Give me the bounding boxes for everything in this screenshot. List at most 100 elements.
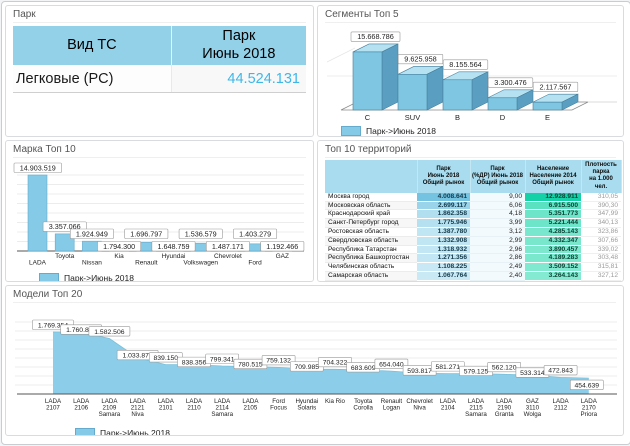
category-label-Chevrolet-Niva[interactable]: Niva [413,404,426,411]
territory-row-3[interactable]: Краснодарский край 1.862.358 4,18 5.351.773… [325,209,621,220]
value-label: 1.536.579 [185,229,217,238]
territory-row-7[interactable]: Республика Татарстан 1.318.932 2,96 3.890.4… [325,245,621,255]
category-label-Chevrolet-Niva[interactable]: Chevrolet [406,398,433,405]
territory-row-5[interactable]: Ростовская область 1.387.780 3,12 4.285.143… [325,227,621,237]
category-label-LADA-2107[interactable]: LADA [45,398,62,405]
bar-E[interactable] [532,101,563,111]
category-label-LADA-2190-Granta[interactable]: LADA [496,398,513,405]
category-label-Toyota-Corolla[interactable]: Corolla [353,404,373,411]
category-label-LADA-2114-Samara[interactable]: Samara [211,411,233,418]
territory-row-2[interactable]: Московская область 2.699.117 6,06 6.915.500… [325,201,621,211]
category-label-LADA-2115-Samara[interactable]: 2115 [469,404,483,411]
category-label-B[interactable]: B [455,113,460,122]
value-label: 15.668.786 [357,32,394,41]
category-label-LADA[interactable]: LADA [29,260,47,267]
territories-header-park[interactable]: Парк Июнь 2018 Общий рынок [417,160,471,193]
category-label-Renault-Logan[interactable]: Renault [381,398,403,405]
park-table-header-vehicle-type[interactable]: Вид ТС [13,26,172,65]
territory-cell-dens: 390,30 [581,201,621,211]
category-label-GAZ-3110-Wolga[interactable]: 3110 [526,404,540,411]
category-label-LADA-2112[interactable]: LADA [553,398,570,405]
category-label-Hyundai-Solaris[interactable]: Solaris [297,404,316,411]
bar-C[interactable] [352,51,383,111]
category-label-LADA-2109-Samara[interactable]: LADA [101,398,118,405]
bar-D[interactable] [487,97,518,111]
brands-bar-chart[interactable]: LADA Toyota Nissan Kia Renault HyundaiVolkswa… [13,159,308,271]
value-label: 704.322 [323,360,348,367]
territory-row-4[interactable]: Санкт-Петербург город 1.775.946 3,99 5.221.… [325,218,621,228]
category-label-LADA-2104[interactable]: LADA [440,398,457,405]
category-label-Ford[interactable]: Ford [248,260,262,267]
territories-header-share[interactable]: Парк (%ДР) Июнь 2018 Общий рынок [470,160,526,193]
category-label-LADA-2121-Niva[interactable]: LADA [130,398,147,405]
bar-B[interactable] [442,79,473,111]
territory-row-8[interactable]: Республика Башкортостан 1.271.356 2,86 4.18… [325,253,621,264]
category-label-Kia[interactable]: Kia [114,253,124,260]
category-label-LADA-2106[interactable]: 2106 [74,404,88,411]
category-label-Toyota-Corolla[interactable]: Toyota [354,398,373,405]
territories-header-population[interactable]: Население Население 2014 Общий рынок [525,160,582,193]
category-label-LADA-2115-Samara[interactable]: Samara [465,411,487,418]
category-label-LADA-2121-Niva[interactable]: 2121 [131,404,145,411]
category-label-LADA-2101[interactable]: LADA [158,398,175,405]
category-label-LADA-2121-Niva[interactable]: Niva [131,411,144,418]
category-label-LADA-2170-Priora[interactable]: 2170 [582,404,596,411]
category-label-LADA-2110[interactable]: LADA [186,398,203,405]
territory-row-6[interactable]: Свердловская область 1.332.908 2,99 4.332.3… [325,236,621,246]
category-label-LADA-2115-Samara[interactable]: LADA [468,398,485,405]
territory-row-1[interactable]: Москва город 4.008.641 9,00 12.928.911 310,0… [325,192,621,202]
panel-segments-title: Сегменты Топ 5 [325,8,616,23]
bar-LADA[interactable] [27,174,48,252]
segments-3d-bar-chart[interactable]: C 15.668.786 SUV 9.625.958 B 8.155.564 D 3.300.… [325,24,619,124]
category-label-LADA-2114-Samara[interactable]: 2114 [216,404,230,411]
category-label-Ford-Focus[interactable]: Ford [272,398,285,405]
category-label-Nissan[interactable]: Nissan [82,260,102,267]
bar-Toyota[interactable] [54,233,75,252]
category-label-LADA-2190-Granta[interactable]: 2190 [497,404,511,411]
category-label-GAZ-3110-Wolga[interactable]: Wolga [524,411,542,418]
category-label-LADA-2190-Granta[interactable]: Granta [495,411,514,418]
category-label-GAZ[interactable]: GAZ [276,253,289,260]
territories-header-name[interactable] [325,160,418,193]
category-label-Renault[interactable]: Renault [135,260,158,267]
territory-row-9[interactable]: Челябинская область 1.108.225 2,49 3.509.15… [325,262,621,272]
category-label-LADA-2109-Samara[interactable]: 2109 [103,404,117,411]
category-label-Volkswagen[interactable]: Volkswagen [183,260,218,267]
category-label-Toyota[interactable]: Toyota [55,253,75,260]
category-label-LADA-2114-Samara[interactable]: LADA [214,398,231,405]
area-series[interactable] [53,332,589,394]
category-label-LADA-2104[interactable]: 2104 [441,404,455,411]
territory-cell-name: Самарская область [325,271,417,281]
category-label-SUV[interactable]: SUV [405,113,420,122]
category-label-GAZ-3110-Wolga[interactable]: GAZ [526,398,539,405]
category-label-Renault-Logan[interactable]: Logan [383,404,401,411]
category-label-Chevrolet[interactable]: Chevrolet [214,253,242,260]
category-label-D[interactable]: D [500,113,506,122]
category-label-Hyundai[interactable]: Hyundai [162,253,186,260]
category-label-LADA-2170-Priora[interactable]: Priora [581,411,598,418]
category-label-LADA-2109-Samara[interactable]: Samara [99,411,121,418]
category-label-LADA-2112[interactable]: 2112 [554,404,568,411]
territory-cell-share: 6,06 [470,201,525,211]
territory-row-10[interactable]: Самарская область 1.067.764 2,40 3.264.143 3… [325,271,621,281]
park-table-row[interactable]: Легковые (PC) 44.524.131 [13,65,306,93]
category-label-LADA-2106[interactable]: LADA [73,398,90,405]
park-table-header-park-june[interactable]: Парк Июнь 2018 [171,26,306,65]
category-label-Kia-Rio[interactable]: Kia Rio [325,398,346,405]
bar-side-C[interactable] [381,43,399,111]
category-label-LADA-2170-Priora[interactable]: LADA [581,398,598,405]
category-label-Ford-Focus[interactable]: Focus [270,404,287,411]
category-label-LADA-2105[interactable]: 2105 [244,404,258,411]
category-label-LADA-2107[interactable]: 2107 [46,404,60,411]
legend-swatch-icon [39,273,59,281]
bar-SUV[interactable] [397,74,428,111]
category-label-C[interactable]: C [365,113,371,122]
category-label-LADA-2105[interactable]: LADA [242,398,259,405]
category-label-Hyundai-Solaris[interactable]: Hyundai [295,398,318,405]
category-label-LADA-2110[interactable]: 2110 [187,404,201,411]
models-area-chart[interactable]: LADA2107LADA2106LADA2109SamaraLADA2121Ni… [13,304,621,426]
category-label-E[interactable]: E [545,113,550,122]
territories-header-density[interactable]: Плотность парка на 1.000 чел. [581,160,622,193]
category-label-LADA-2101[interactable]: 2101 [159,404,173,411]
bar-side-SUV[interactable] [426,65,444,111]
